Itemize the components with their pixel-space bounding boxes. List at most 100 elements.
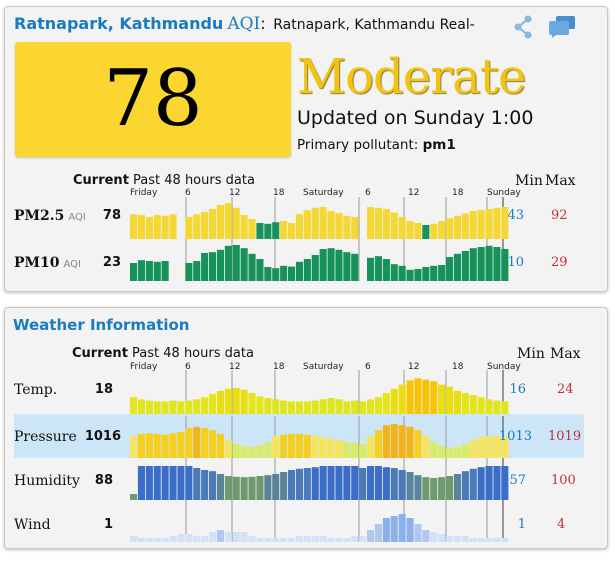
data-bar	[320, 399, 327, 414]
data-bar	[351, 217, 358, 239]
wind-current: 1	[73, 517, 113, 532]
data-bar	[454, 474, 461, 500]
aqi-value: 78	[103, 54, 202, 144]
data-bar	[359, 401, 366, 414]
data-bar	[138, 538, 145, 542]
pm10-label: PM10 AQI	[14, 255, 81, 271]
data-bar	[225, 532, 232, 542]
data-bar	[470, 469, 477, 500]
aqi-level: Moderate	[297, 49, 525, 105]
data-bar	[233, 477, 240, 500]
data-bar	[446, 387, 453, 414]
data-bar	[185, 428, 192, 458]
data-bar	[177, 534, 184, 542]
data-bar	[391, 468, 398, 500]
pm25-chart[interactable]	[125, 195, 509, 239]
data-bar	[430, 381, 437, 414]
data-bar	[201, 212, 208, 239]
city-name-link[interactable]: Ratnapark, Kathmandu	[14, 14, 223, 33]
data-bar	[320, 207, 327, 239]
data-bar	[146, 538, 153, 542]
data-bar	[462, 251, 469, 281]
data-bar	[185, 466, 192, 500]
data-bar	[217, 474, 224, 500]
max-header: Max	[545, 173, 576, 189]
data-bar	[312, 255, 319, 281]
data-bar	[256, 476, 263, 500]
temp-current: 18	[73, 382, 113, 397]
data-bar	[130, 397, 137, 414]
pressure-label: Pressure	[14, 429, 77, 445]
data-bar	[209, 532, 216, 542]
data-bar	[359, 468, 366, 500]
data-bar	[422, 530, 429, 542]
data-bar	[328, 538, 335, 542]
data-bar	[193, 214, 200, 239]
data-bar	[256, 538, 263, 542]
data-bar	[407, 270, 414, 281]
data-bar	[446, 257, 453, 281]
data-bar	[414, 430, 421, 458]
share-icon[interactable]	[513, 15, 535, 39]
data-bar	[486, 538, 493, 542]
data-bar	[288, 434, 295, 458]
data-bar	[130, 536, 137, 542]
aqi-word: AQI	[227, 14, 260, 34]
data-bar	[351, 401, 358, 414]
data-bar	[438, 385, 445, 414]
data-bar	[185, 401, 192, 414]
data-bar	[154, 538, 161, 542]
data-bar	[375, 208, 382, 239]
wind-chart[interactable]	[125, 498, 509, 542]
pm10-max: 29	[551, 255, 568, 270]
data-bar	[391, 516, 398, 542]
data-bar	[486, 436, 493, 458]
data-bar	[422, 380, 429, 414]
pressure-chart[interactable]	[125, 414, 509, 458]
data-bar	[249, 254, 256, 281]
pm10-chart[interactable]	[125, 237, 509, 281]
data-bar	[375, 397, 382, 414]
humidity-label: Humidity	[14, 473, 80, 489]
data-bar	[241, 477, 248, 500]
data-bar	[407, 472, 414, 500]
data-bar	[391, 264, 398, 281]
humidity-chart[interactable]	[125, 456, 509, 500]
current-header: Current	[73, 173, 129, 188]
data-bar	[486, 399, 493, 414]
data-bar	[154, 466, 161, 500]
data-bar	[343, 401, 350, 414]
data-bar	[383, 467, 390, 500]
temp-min: 16	[492, 382, 526, 397]
data-bar	[414, 378, 421, 414]
temp-chart[interactable]	[125, 368, 509, 414]
weather-min-header: Min	[517, 346, 545, 362]
updated-time: Updated on Sunday 1:00	[297, 107, 533, 129]
data-bar	[391, 389, 398, 414]
data-bar	[130, 263, 137, 281]
pm10-unit: AQI	[64, 259, 82, 270]
data-bar	[225, 203, 232, 239]
data-bar	[320, 249, 327, 281]
data-bar	[438, 534, 445, 542]
data-bar	[470, 248, 477, 281]
data-bar	[193, 427, 200, 458]
data-bar	[217, 434, 224, 458]
comment-icon[interactable]	[548, 16, 576, 38]
data-bar	[399, 217, 406, 239]
data-bar	[304, 401, 311, 414]
data-bar	[367, 530, 374, 542]
data-bar	[296, 401, 303, 414]
data-bar	[185, 534, 192, 542]
data-bar	[399, 470, 406, 500]
data-bar	[146, 217, 153, 239]
weather-max-header: Max	[550, 346, 581, 362]
data-bar	[138, 215, 145, 239]
data-bar	[225, 246, 232, 281]
data-bar	[359, 536, 366, 542]
data-bar	[185, 263, 192, 281]
data-bar	[478, 467, 485, 500]
data-bar	[272, 268, 279, 281]
data-bar	[304, 435, 311, 458]
data-bar	[462, 393, 469, 414]
